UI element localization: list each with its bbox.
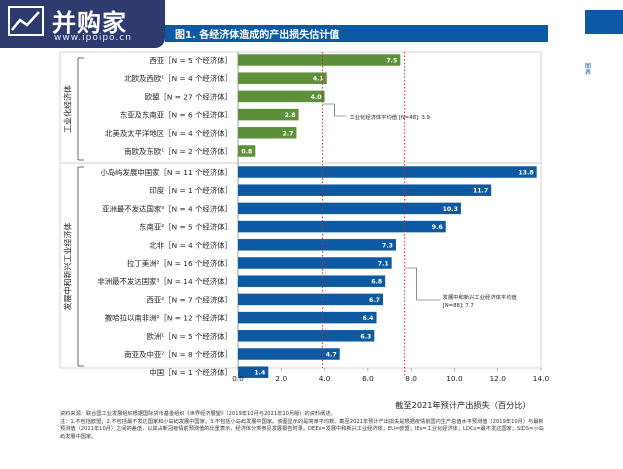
bar xyxy=(238,202,461,215)
bar xyxy=(238,220,446,233)
bar-value-label: 4.7 xyxy=(326,352,337,359)
category-label: 中国［N = 1 个经济体］ xyxy=(149,368,232,377)
x-tick-label: 2.0 xyxy=(275,374,287,383)
bar-value-label: 10.3 xyxy=(443,206,458,213)
chart-logo-icon xyxy=(8,6,44,36)
x-tick-label: 0.0 xyxy=(232,374,244,383)
category-label: 亚洲最不发达国家³［N = 4 个经济体］ xyxy=(102,204,232,213)
logo-text: 并购家 xyxy=(52,9,127,37)
developing-average-label: [N=88]: 7.7 xyxy=(443,303,474,309)
bar-value-label: 2.8 xyxy=(285,112,296,119)
category-label: 非洲最不发达国家³［N = 14 个经济体］ xyxy=(97,277,232,286)
bar-value-label: 2.7 xyxy=(282,130,293,137)
category-label: 东南亚²［N = 5 个经济体］ xyxy=(139,223,232,232)
bar-value-label: 6.7 xyxy=(369,297,380,304)
bar-value-label: 6.4 xyxy=(363,315,375,322)
figure-notes: 资料来源：联合国工业发展组织根据国际货币基金组织《世界经济展望》（2019年10… xyxy=(60,411,545,441)
bar-value-label: 0.8 xyxy=(241,149,252,156)
bar xyxy=(238,54,401,66)
category-label: 南欧及东欧¹［N = 2 个经济体］ xyxy=(124,147,232,156)
bar-value-label: 4.0 xyxy=(311,94,323,101)
category-label: 西亚［N = 5 个经济体］ xyxy=(149,56,232,65)
bar xyxy=(238,239,396,251)
side-tab xyxy=(585,10,623,34)
x-tick-label: 14.0 xyxy=(533,374,550,383)
bar xyxy=(238,127,297,139)
category-label: 北非［N = 4 个经济体］ xyxy=(149,241,232,250)
bar xyxy=(238,348,340,360)
category-label: 北美及太平洋地区［N = 4 个经济体］ xyxy=(105,129,232,138)
developing-average-leader xyxy=(404,267,441,301)
bar xyxy=(238,366,269,378)
source-note: 资料来源：联合国工业发展组织根据国际货币基金组织《世界经济展望》（2019年10… xyxy=(60,411,336,417)
bar xyxy=(238,257,392,269)
bar-value-label: 6.3 xyxy=(360,333,371,340)
group-label: 工业化经济体 xyxy=(63,85,73,133)
bar xyxy=(238,108,299,121)
site-logo[interactable]: 并购家 www.ipoipo.cn xyxy=(0,0,165,48)
bar xyxy=(238,166,537,178)
footnote: 注：1.不包括欧盟；2.不包括最不发达国家和小岛屿发展中国家；3.不包括小岛屿发… xyxy=(60,418,544,440)
category-label: 拉丁美洲²［N = 16 个经济体］ xyxy=(127,259,232,268)
category-label: 小岛屿发展中国家［N = 11 个经济体］ xyxy=(100,168,232,177)
category-label: 南亚及中亚²［N = 8 个经济体］ xyxy=(124,350,232,359)
bar xyxy=(238,330,375,342)
bar xyxy=(238,184,492,196)
bar-value-label: 1.4 xyxy=(254,370,266,377)
category-label: 东亚及东南亚［N = 6 个经济体］ xyxy=(120,111,232,120)
category-label: 欧洲¹［N = 5 个经济体］ xyxy=(146,332,232,341)
logo-url: www.ipoipo.cn xyxy=(54,33,132,43)
category-label: 北欧及西欧¹［N = 4 个经济体］ xyxy=(124,74,232,83)
side-mark: 图表 xyxy=(585,63,592,76)
bar-value-label: 7.1 xyxy=(378,261,389,268)
x-tick-label: 6.0 xyxy=(362,374,374,383)
bar-value-label: 7.5 xyxy=(386,58,397,65)
x-tick-label: 8.0 xyxy=(405,374,417,383)
developing-average-label: 发展中和新兴工业经济体平均值 xyxy=(443,293,518,301)
bar-value-label: 9.6 xyxy=(432,224,443,231)
bar xyxy=(238,311,377,324)
plot-frame xyxy=(59,51,542,369)
bar-value-label: 6.8 xyxy=(371,279,382,286)
x-tick-label: 4.0 xyxy=(319,374,331,383)
x-axis-title: 截至2021年预计产出损失（百分比） xyxy=(395,400,530,410)
bar-value-label: 7.3 xyxy=(382,242,393,249)
industrialized-average-label: 工业化经济体平均值 [N=48]: 3.9 xyxy=(349,113,430,121)
bar xyxy=(238,72,327,84)
bar xyxy=(238,293,384,306)
x-tick-label: 10.0 xyxy=(446,374,463,383)
category-label: 西亚²［N = 7 个经济体］ xyxy=(146,295,232,304)
category-label: 欧盟［N = 27 个经济体］ xyxy=(145,92,232,101)
category-label: 撒哈拉以南非洲²［N = 12 个经济体］ xyxy=(105,314,232,323)
bar xyxy=(238,275,386,287)
figure-title-bar: 图1. 各经济体造成的产出损失估计值 xyxy=(165,25,548,42)
group-label: 发展中和新兴工业经济体 xyxy=(63,223,73,311)
bar-value-label: 13.8 xyxy=(518,170,533,177)
bar xyxy=(238,90,325,103)
figure-title: 图1. 各经济体造成的产出损失估计值 xyxy=(175,30,340,41)
industrialized-average-leader xyxy=(322,103,347,117)
bar-value-label: 11.7 xyxy=(473,188,488,195)
bar xyxy=(238,145,256,157)
bar-value-label: 4.1 xyxy=(313,76,324,83)
x-tick-label: 12.0 xyxy=(489,374,506,383)
category-label: 印度［N = 1 个经济体］ xyxy=(149,186,232,195)
